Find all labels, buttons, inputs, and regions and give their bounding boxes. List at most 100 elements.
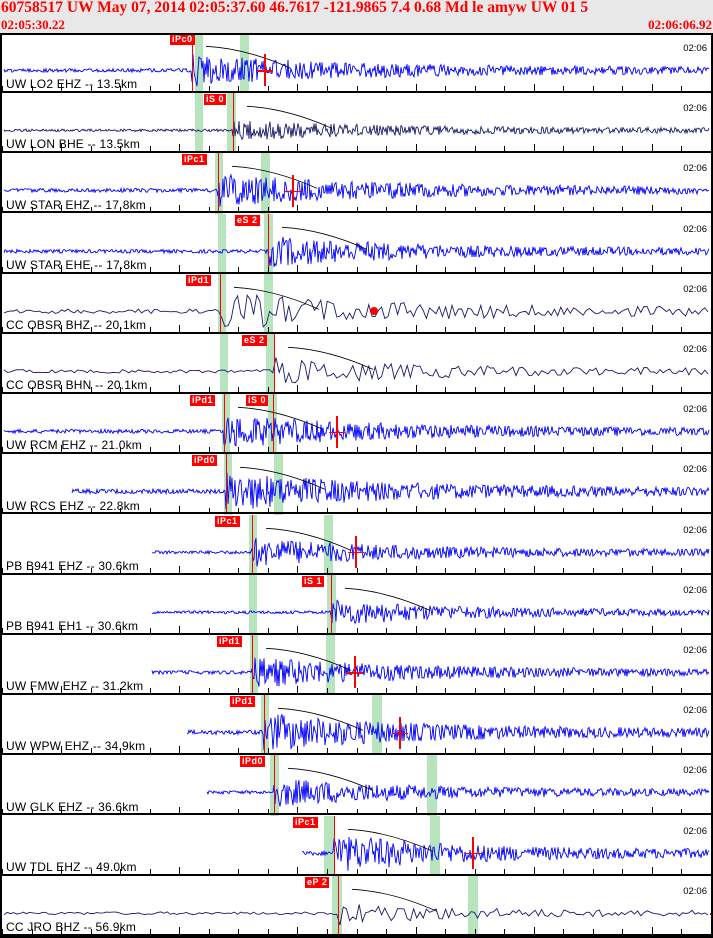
trace-panel[interactable]: iPc0 02:06 UW LO2 EHZ -- 13.5km iS 0 02:06 UW… (0, 33, 713, 938)
axis-tick (150, 86, 151, 92)
axis-tick (238, 266, 239, 272)
axis-tick (2, 86, 3, 92)
axis-tick (179, 505, 180, 513)
axis-tick (563, 86, 564, 92)
pick-line[interactable] (264, 695, 265, 754)
pick-label[interactable]: iPd1 (190, 395, 216, 407)
trace-row[interactable]: eS 2 02:06 UW STAR EHE -- 17.8km (2, 213, 711, 274)
axis-tick (475, 86, 476, 92)
trace-row[interactable]: iPd1 iS 0 02:06 UW RCM EHZ -- 21.0km (2, 394, 711, 455)
axis-tick (297, 866, 298, 874)
axis-tick (91, 748, 92, 754)
axis-tick (593, 146, 594, 152)
waveform (206, 768, 710, 807)
trace-row[interactable]: iPd1 02:06 UW WPW EHZ -- 34.9km (2, 695, 711, 756)
axis-tick (416, 324, 417, 332)
waveform (3, 888, 709, 925)
axis-tick (120, 507, 121, 513)
axis-tick (327, 627, 328, 633)
axis-tick (297, 445, 298, 453)
axis-tick (534, 324, 535, 332)
axis-tick (61, 505, 62, 513)
axis-tick (61, 385, 62, 393)
pick-label[interactable]: iPd1 (186, 274, 212, 286)
trace-row[interactable]: eS 2 02:06 CC OBSR BHN -- 20.1km (2, 334, 711, 395)
trace-row[interactable]: iPc1 02:06 UW TDL EHZ -- 49.0km (2, 815, 711, 876)
axis-tick (32, 326, 33, 332)
axis-tick (268, 627, 269, 633)
pick-line[interactable] (268, 213, 269, 272)
theoretical-arrival-curve (287, 346, 374, 370)
axis-tick (327, 748, 328, 754)
axis-tick (268, 688, 269, 694)
axis-tick (711, 327, 712, 332)
trace-row[interactable]: eP 2 02:06 CC JRO BHZ -- 56.9km (2, 875, 711, 936)
axis-tick (416, 746, 417, 754)
pick-label[interactable]: iS 0 (204, 94, 227, 106)
pick-line[interactable] (233, 93, 234, 152)
pick-label[interactable]: iS 1 (302, 575, 325, 587)
pick-label[interactable]: iPc1 (182, 154, 207, 166)
trace-row[interactable]: iS 0 02:06 UW LON BHE -- 13.5km (2, 93, 711, 154)
pick-label[interactable]: iPd1 (230, 696, 256, 708)
axis-tick (32, 627, 33, 633)
pick-line[interactable] (273, 394, 274, 453)
axis-tick (652, 204, 653, 212)
axis-tick (91, 146, 92, 152)
pick-label[interactable]: iPc1 (293, 816, 318, 828)
pick-line[interactable] (338, 875, 339, 934)
axis-tick (593, 86, 594, 92)
pick-line[interactable] (334, 815, 335, 874)
pick-label[interactable]: iPd0 (240, 756, 266, 768)
axis-tick (209, 387, 210, 393)
axis-tick (386, 146, 387, 152)
axis-tick (445, 387, 446, 393)
pick-label[interactable]: iPc0 (170, 34, 195, 45)
station-label: PB B941 EHZ -- 30.6km (6, 558, 139, 573)
theoretical-arrival-curve (287, 768, 374, 792)
pick-label[interactable]: iPd0 (192, 455, 218, 467)
axis-tick (209, 748, 210, 754)
coda-window-band (227, 93, 236, 154)
pick-line[interactable] (274, 755, 275, 814)
axis-tick (445, 146, 446, 152)
axis-tick (475, 146, 476, 152)
axis-tick (150, 206, 151, 212)
pick-line[interactable] (192, 33, 193, 92)
axis-time-label: 02:06 (682, 103, 708, 115)
axis-tick (91, 326, 92, 332)
trace-row[interactable]: iPd0 02:06 UW GLK EHZ -- 36.6km (2, 755, 711, 816)
pick-label[interactable]: eS 2 (235, 214, 260, 226)
trace-row[interactable]: iPc1 02:06 UW STAR EHZ -- 17.8km (2, 153, 711, 214)
station-label: UW TDL EHZ -- 49.0km (6, 859, 137, 874)
axis-tick (416, 204, 417, 212)
amplitude-marker[interactable] (370, 307, 378, 316)
time-axis (2, 331, 711, 334)
trace-row[interactable]: iPd1 02:06 CC OBSR BHZ -- 20.1km (2, 273, 712, 334)
trace-row[interactable]: iPc0 02:06 UW LO2 EHZ -- 13.5km (2, 33, 711, 94)
pick-line[interactable] (274, 334, 275, 393)
trace-row[interactable]: iS 1 02:06 PB B941 EH1 -- 30.6km (2, 574, 711, 635)
pick-line[interactable] (331, 574, 332, 633)
pick-label[interactable]: iS 0 (246, 395, 269, 407)
pick-line[interactable] (218, 153, 219, 212)
axis-ticks (2, 385, 711, 393)
axis-ticks (2, 746, 711, 754)
trace-row[interactable]: iPc1 02:06 PB B941 EHZ -- 30.6km (2, 514, 711, 575)
pick-line[interactable] (224, 394, 225, 453)
pick-label[interactable]: iPc1 (215, 515, 240, 527)
pick-label[interactable]: eS 2 (242, 335, 267, 346)
pick-line[interactable] (226, 454, 227, 513)
axis-tick (179, 324, 180, 332)
theoretical-arrival-curve (351, 888, 438, 912)
trace-row[interactable]: iPd0 02:06 UW RCS EHZ -- 22.8km (2, 454, 711, 515)
axis-tick (120, 266, 121, 272)
pick-label[interactable]: eP 2 (305, 876, 330, 888)
trace-row[interactable]: iPd1 02:06 UW FMW EHZ -- 31.2km (2, 635, 711, 696)
pick-line[interactable] (252, 635, 253, 694)
pick-line[interactable] (252, 514, 253, 573)
pick-label[interactable]: iPd1 (217, 636, 243, 647)
waveform (3, 286, 709, 328)
pick-line[interactable] (220, 273, 221, 332)
axis-tick (622, 326, 623, 332)
